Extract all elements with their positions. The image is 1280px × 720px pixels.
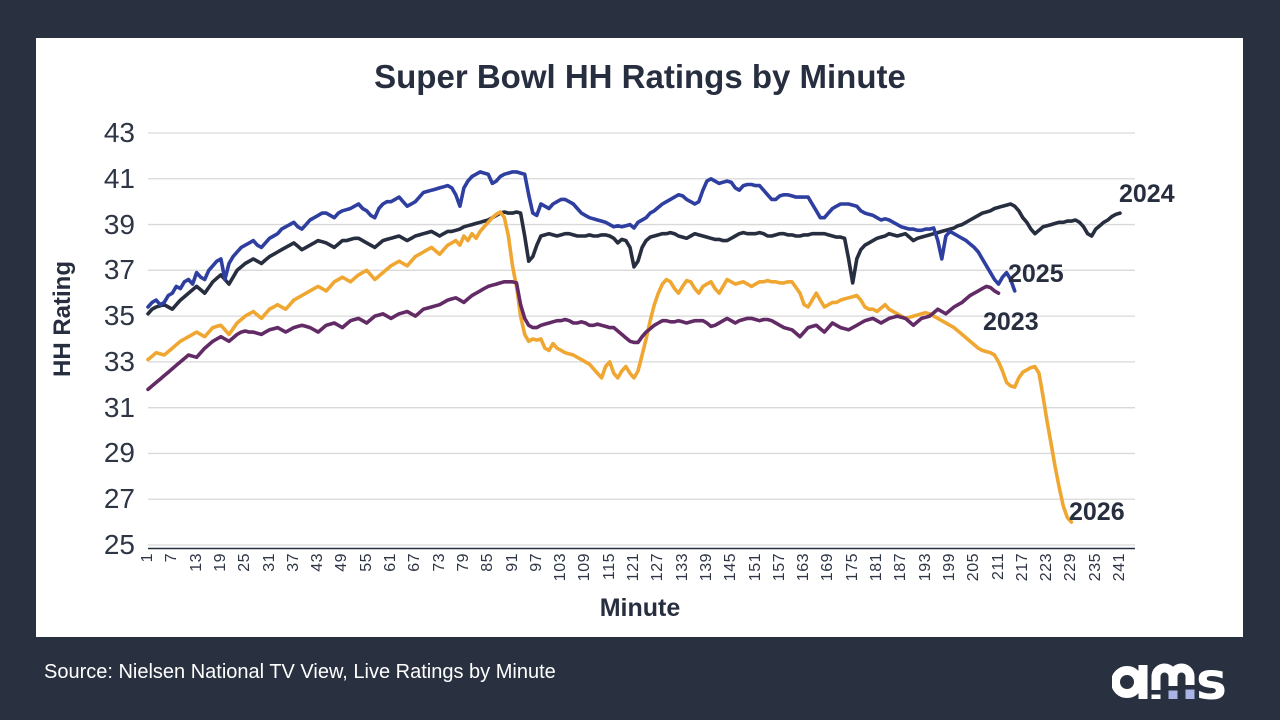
x-tick-label: 235 xyxy=(1086,553,1104,582)
logo-m-right-accent xyxy=(1185,689,1195,699)
x-tick-label: 61 xyxy=(382,553,399,572)
x-tick-label: 211 xyxy=(989,553,1007,581)
x-tick-label: 79 xyxy=(454,553,472,572)
y-tick-label: 29 xyxy=(103,437,135,469)
y-tick-label: 31 xyxy=(103,391,135,423)
y-tick-label: 37 xyxy=(103,254,135,286)
x-tick-label: 55 xyxy=(357,553,375,572)
y-tick-label: 27 xyxy=(103,483,135,515)
x-tick-label: 169 xyxy=(819,553,837,582)
x-tick-label: 85 xyxy=(479,553,497,572)
x-tick-label: 43 xyxy=(309,553,327,572)
logo-letter-a xyxy=(1112,665,1148,699)
y-tick-label: 33 xyxy=(103,345,135,377)
x-axis-title: Minute xyxy=(599,594,681,622)
x-tick-label: 91 xyxy=(503,553,521,572)
y-tick-label: 39 xyxy=(103,208,135,240)
x-tick-label: 19 xyxy=(211,553,229,572)
logo-letter-m xyxy=(1151,663,1195,699)
x-tick-label: 187 xyxy=(892,553,910,582)
logo-m-left-dash xyxy=(1151,694,1161,699)
y-tick-label: 41 xyxy=(103,162,135,194)
x-tick-label: 97 xyxy=(527,553,545,572)
y-tick-label: 25 xyxy=(103,529,135,560)
x-tick-label: 151 xyxy=(746,553,764,582)
x-tick-label: 241 xyxy=(1111,553,1128,582)
x-tick-label: 175 xyxy=(843,553,861,582)
x-tick-label: 109 xyxy=(576,553,594,582)
x-tick-label: 145 xyxy=(722,553,740,582)
series-label-2026: 2026 xyxy=(1069,498,1125,526)
x-tick-label: 223 xyxy=(1038,553,1056,582)
series-label-2025: 2025 xyxy=(1008,260,1064,288)
x-tick-label: 139 xyxy=(697,553,715,582)
x-tick-label: 163 xyxy=(795,553,813,582)
logo-letter-s: s xyxy=(1196,660,1227,700)
x-tick-label: 229 xyxy=(1062,553,1080,582)
series-label-2024: 2024 xyxy=(1119,180,1175,208)
chart-title: Super Bowl HH Ratings by Minute xyxy=(374,58,906,95)
x-tick-label: 157 xyxy=(770,553,788,582)
chart-panel xyxy=(36,38,1243,637)
x-tick-label: 103 xyxy=(552,553,570,582)
x-tick-label: 217 xyxy=(1013,553,1031,582)
x-tick-label: 199 xyxy=(940,553,958,582)
x-tick-label: 49 xyxy=(333,553,351,572)
source-attribution: Source: Nielsen National TV View, Live R… xyxy=(44,661,556,683)
x-tick-label: 67 xyxy=(406,553,424,572)
logo-m-mid-accent xyxy=(1168,690,1178,699)
x-tick-label: 37 xyxy=(284,553,302,572)
x-tick-label: 121 xyxy=(625,553,642,582)
x-tick-label: 181 xyxy=(868,553,885,582)
x-tick-label: 73 xyxy=(430,553,448,572)
ams-logo: s xyxy=(1112,660,1227,700)
y-tick-label: 35 xyxy=(103,300,135,332)
x-tick-label: 115 xyxy=(600,553,618,581)
x-tick-label: 193 xyxy=(916,553,934,582)
x-tick-label: 7 xyxy=(163,553,181,563)
series-label-2023: 2023 xyxy=(983,308,1039,336)
y-axis-title: HH Rating xyxy=(49,261,76,377)
y-tick-label: 43 xyxy=(103,117,135,148)
x-tick-label: 13 xyxy=(187,553,205,572)
x-tick-label: 205 xyxy=(965,553,983,582)
x-tick-label: 1 xyxy=(139,553,156,563)
x-tick-label: 127 xyxy=(649,553,667,582)
x-tick-label: 133 xyxy=(673,553,691,582)
x-tick-label: 25 xyxy=(236,553,254,572)
x-tick-label: 31 xyxy=(260,553,278,572)
